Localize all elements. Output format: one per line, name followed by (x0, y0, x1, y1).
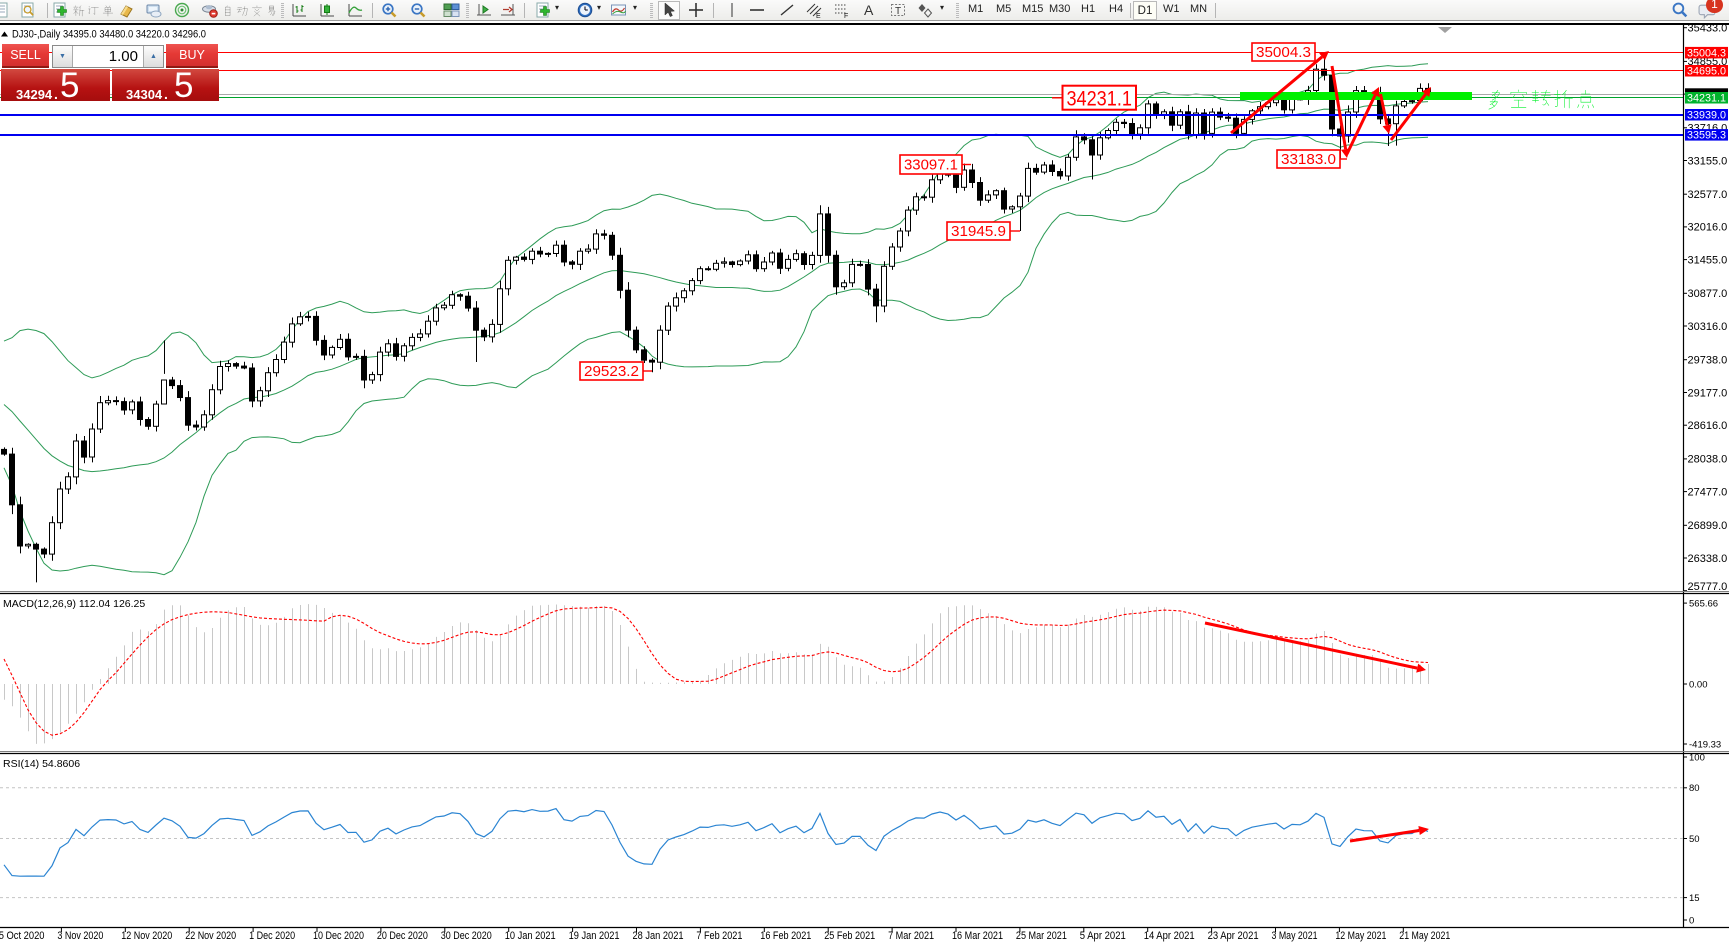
svg-text:22 Nov 2020: 22 Nov 2020 (185, 930, 236, 942)
svg-text:10 Jan 2021: 10 Jan 2021 (505, 930, 556, 942)
svg-text:565.66: 565.66 (1689, 599, 1718, 610)
svg-text:25 Oct 2020: 25 Oct 2020 (0, 930, 45, 942)
svg-text:25 Feb 2021: 25 Feb 2021 (824, 930, 875, 942)
svg-text:21 May 2021: 21 May 2021 (1399, 930, 1450, 942)
svg-text:29523.2: 29523.2 (584, 364, 639, 380)
svg-text:35004.3: 35004.3 (1256, 45, 1311, 61)
svg-text:12 Nov 2020: 12 Nov 2020 (121, 930, 172, 942)
svg-text:34231.1: 34231.1 (1687, 93, 1726, 105)
svg-text:35004.3: 35004.3 (1687, 48, 1726, 60)
svg-text:25777.0: 25777.0 (1688, 581, 1728, 593)
svg-text:7 Feb 2021: 7 Feb 2021 (696, 930, 742, 942)
svg-text:31455.0: 31455.0 (1688, 254, 1728, 266)
svg-text:25 Mar 2021: 25 Mar 2021 (1016, 930, 1067, 942)
svg-text:31945.9: 31945.9 (951, 224, 1006, 240)
svg-text:1 Dec 2020: 1 Dec 2020 (249, 930, 295, 942)
svg-text:20 Dec 2020: 20 Dec 2020 (377, 930, 428, 942)
svg-text:RSI(14) 54.8606: RSI(14) 54.8606 (3, 758, 80, 770)
svg-text:28 Jan 2021: 28 Jan 2021 (633, 930, 684, 942)
svg-text:10 Dec 2020: 10 Dec 2020 (313, 930, 364, 942)
svg-text:19 Jan 2021: 19 Jan 2021 (569, 930, 620, 942)
svg-text:80: 80 (1689, 783, 1700, 794)
svg-text:26899.0: 26899.0 (1688, 520, 1728, 532)
svg-text:30 Dec 2020: 30 Dec 2020 (441, 930, 492, 942)
svg-text:28616.0: 28616.0 (1688, 420, 1728, 432)
svg-text:0: 0 (1689, 915, 1694, 926)
svg-text:3 Nov 2020: 3 Nov 2020 (57, 930, 103, 942)
svg-text:29738.0: 29738.0 (1688, 355, 1728, 367)
svg-text:50: 50 (1689, 834, 1700, 845)
svg-text:7 Mar 2021: 7 Mar 2021 (888, 930, 934, 942)
svg-text:33183.0: 33183.0 (1281, 152, 1336, 168)
svg-text:33939.0: 33939.0 (1687, 110, 1726, 122)
svg-text:26338.0: 26338.0 (1688, 553, 1728, 565)
svg-text:30316.0: 30316.0 (1688, 321, 1728, 333)
svg-text:23 Apr 2021: 23 Apr 2021 (1208, 930, 1259, 942)
svg-text:32577.0: 32577.0 (1688, 189, 1728, 201)
svg-text:34231.1: 34231.1 (1066, 87, 1132, 110)
svg-text:MACD(12,26,9) 112.04 126.25: MACD(12,26,9) 112.04 126.25 (3, 598, 145, 610)
svg-text:14 Apr 2021: 14 Apr 2021 (1144, 930, 1195, 942)
svg-text:34695.0: 34695.0 (1687, 66, 1726, 78)
svg-text:100: 100 (1689, 752, 1705, 763)
svg-text:E: E (816, 13, 821, 19)
svg-text:27477.0: 27477.0 (1688, 486, 1728, 498)
svg-text:30877.0: 30877.0 (1688, 288, 1728, 300)
svg-text:5 Apr 2021: 5 Apr 2021 (1080, 930, 1126, 942)
svg-text:F: F (844, 13, 848, 19)
svg-text:16 Feb 2021: 16 Feb 2021 (760, 930, 811, 942)
svg-text:33595.3: 33595.3 (1687, 130, 1726, 142)
svg-text:3 May 2021: 3 May 2021 (1272, 930, 1318, 942)
svg-text:0.00: 0.00 (1689, 679, 1708, 690)
svg-text:33097.1: 33097.1 (904, 158, 958, 174)
svg-text:-419.33: -419.33 (1689, 739, 1721, 750)
svg-text:T: T (895, 6, 901, 17)
svg-text:15: 15 (1689, 893, 1700, 904)
svg-text:16 Mar 2021: 16 Mar 2021 (952, 930, 1003, 942)
svg-text:32016.0: 32016.0 (1688, 222, 1728, 234)
svg-text:35433.0: 35433.0 (1688, 23, 1728, 35)
svg-text:12 May 2021: 12 May 2021 (1335, 930, 1386, 942)
svg-text:33155.0: 33155.0 (1688, 155, 1728, 167)
svg-text:29177.0: 29177.0 (1688, 387, 1728, 399)
svg-text:DJ30-,Daily 34395.0 34480.0 3: DJ30-,Daily 34395.0 34480.0 34220.0 3429… (12, 29, 206, 41)
svg-text:28038.0: 28038.0 (1688, 454, 1728, 466)
